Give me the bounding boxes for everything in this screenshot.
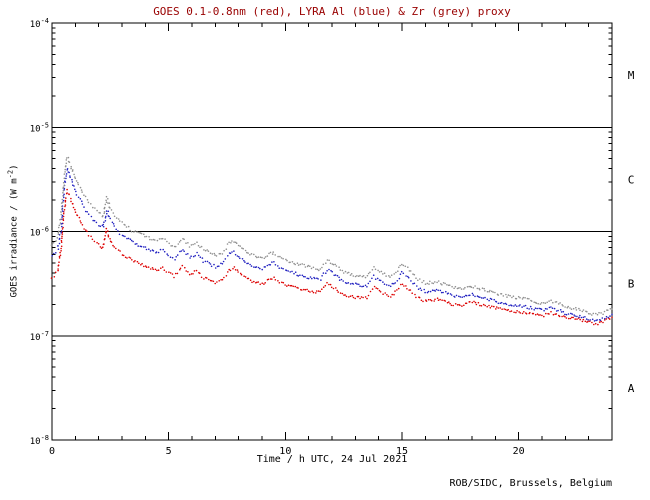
series-goes-xray <box>50 188 613 326</box>
flare-class-label: M <box>628 69 635 82</box>
series-lyra-al <box>51 168 613 322</box>
x-tick-label: 10 <box>279 446 291 457</box>
x-tick-label: 15 <box>396 446 408 457</box>
y-tick-label: 10-4 <box>30 17 49 30</box>
y-tick-label: 10-6 <box>30 226 49 239</box>
flare-class-label: C <box>628 173 635 186</box>
y-tick-label: 10-8 <box>30 434 49 447</box>
y-axis-label-sup: -2 <box>6 169 15 179</box>
flare-class-label: B <box>628 278 635 291</box>
y-axis-label-text: GOES irradiance / (W m <box>9 178 20 298</box>
chart-title: GOES 0.1-0.8nm (red), LYRA Al (blue) & Z… <box>153 5 511 18</box>
y-tick-label: 10-5 <box>30 121 49 134</box>
x-tick-label: 5 <box>166 446 172 457</box>
x-tick-label: 20 <box>513 446 525 457</box>
x-tick-label: 0 <box>49 446 55 457</box>
y-axis-label: GOES irradiance / (W m-2) <box>7 164 20 297</box>
y-axis-label-suffix: ) <box>9 164 20 170</box>
credit-text: ROB/SIDC, Brussels, Belgium <box>449 478 612 489</box>
x-axis-ticks <box>51 23 613 440</box>
series-lyra-zr <box>50 156 613 316</box>
flare-class-label: A <box>628 382 635 395</box>
x-axis-label: Time / h UTC, 24 Jul 2021 <box>256 454 408 465</box>
y-axis-ticks <box>52 22 612 441</box>
y-tick-label: 10-7 <box>30 330 49 343</box>
